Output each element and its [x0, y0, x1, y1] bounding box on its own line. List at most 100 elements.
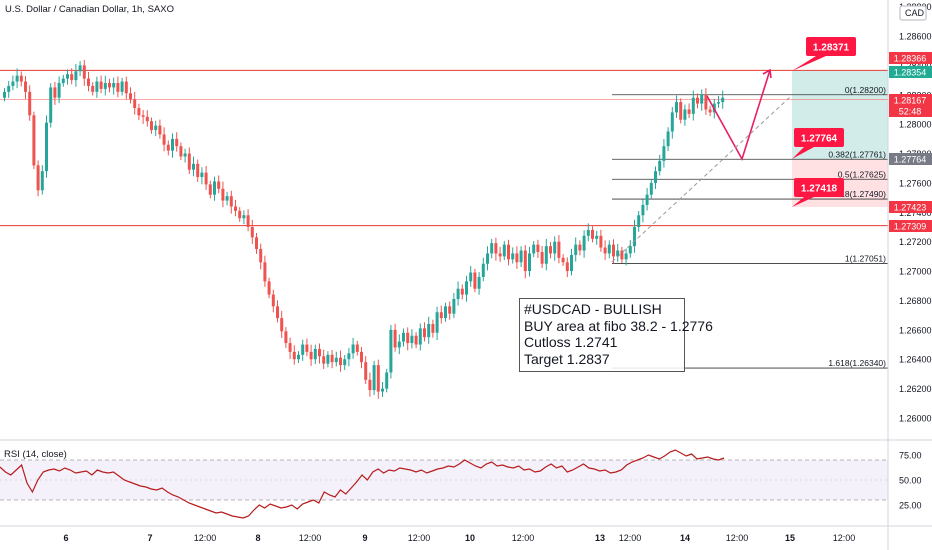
candle-body: [486, 253, 489, 264]
candle-body: [229, 196, 233, 207]
candle-body: [700, 94, 704, 104]
candle-body: [683, 109, 687, 120]
candle-body: [40, 171, 44, 191]
price-badge-box: [889, 52, 932, 64]
candle-body: [574, 244, 578, 255]
candle-body: [66, 74, 69, 79]
candle-body: [607, 244, 611, 254]
candle-body: [595, 235, 599, 239]
candle-body: [544, 246, 548, 264]
candle-body: [112, 83, 116, 88]
candle-body: [313, 348, 317, 360]
candle-body: [78, 65, 82, 72]
candle-body: [162, 134, 166, 145]
candle-body: [200, 172, 204, 178]
candle-body: [444, 306, 447, 319]
candle-body: [217, 181, 221, 189]
candle-body: [276, 306, 279, 319]
annotation-line-2: BUY area at fibo 38.2 - 1.2776: [524, 317, 713, 334]
candle-body: [578, 244, 582, 251]
candle-body: [502, 244, 506, 257]
price-badge-box: [889, 201, 932, 213]
candle-body: [376, 365, 380, 392]
marker-label: 1.28371: [813, 43, 850, 54]
candle-body: [326, 354, 330, 364]
x-tick-label: 12:00: [512, 533, 535, 543]
candle-body: [192, 163, 195, 170]
candle-body: [49, 87, 53, 123]
rsi-band: [0, 460, 888, 500]
marker-box: [794, 178, 844, 197]
price-markers: 1.28371 1.27764 1.27418: [792, 37, 856, 207]
x-tick-label: 13: [595, 533, 605, 543]
candle-body: [473, 272, 477, 289]
rsi-line: [0, 449, 725, 519]
candle-body: [301, 344, 305, 355]
price-badge-label: 1.27764: [894, 155, 927, 165]
candle-body: [654, 171, 657, 183]
candle-body: [24, 81, 27, 92]
candle-body: [452, 298, 456, 314]
candle-body: [410, 335, 414, 344]
candle-body: [255, 237, 258, 250]
candle-body: [670, 112, 674, 132]
fib-level-label: 1(1.27051): [845, 254, 886, 264]
candle-body: [183, 153, 187, 157]
candle-body: [196, 163, 200, 178]
x-tick-label: 12:00: [726, 533, 749, 543]
candle-body: [612, 244, 615, 257]
candle-body: [498, 253, 502, 257]
candle-body: [528, 253, 531, 272]
candle-body: [150, 121, 153, 131]
candle-body: [427, 323, 431, 338]
candle-body: [334, 357, 338, 363]
annotation-line-4: Target 1.2837: [524, 350, 610, 367]
fib-level-label: 0(1.28200): [845, 85, 886, 95]
candle-body: [591, 229, 594, 239]
y-tick-label: 1.28600: [899, 32, 932, 42]
x-tick-label: 12:00: [194, 533, 217, 543]
candle-body: [679, 102, 683, 120]
x-tick-label: 12:00: [833, 533, 856, 543]
candle-body: [87, 78, 90, 86]
price-badge-box: [889, 220, 932, 232]
candle-body: [74, 71, 78, 81]
rsi-tick-label: 50.00: [899, 476, 922, 486]
annotation-line-1: #USDCAD - BULLISH: [524, 301, 662, 317]
price-badge-label: 52:48: [899, 107, 922, 117]
trade-annotation: #USDCAD - BULLISH BUY area at fibo 38.2 …: [519, 298, 713, 372]
y-tick-label: 1.28400: [899, 61, 932, 71]
candle-body: [620, 250, 624, 260]
candle-body: [330, 354, 334, 363]
candle-body: [120, 81, 124, 92]
price-badge-label: 1.27423: [894, 203, 927, 213]
candle-body: [288, 343, 292, 352]
candle-body: [234, 206, 237, 211]
candle-body: [616, 250, 620, 257]
candle-body: [553, 241, 557, 254]
x-tick-label: 10: [465, 533, 475, 543]
candle-body: [238, 210, 242, 219]
candle-body: [691, 97, 695, 114]
candle-body: [57, 83, 61, 98]
x-tick-label: 12:00: [408, 533, 431, 543]
candle-body: [582, 235, 586, 251]
x-tick-label: 12:00: [619, 533, 642, 543]
candle-body: [53, 87, 57, 98]
candle-body: [662, 146, 666, 161]
y-tick-label: 1.27200: [899, 237, 932, 247]
candle-body: [158, 125, 162, 135]
candle-body: [477, 276, 481, 289]
candle-body: [103, 83, 107, 89]
marker-pointer: [792, 147, 814, 159]
price-badge-label: 1.28167: [894, 96, 927, 106]
candle-body: [364, 362, 368, 380]
y-tick-label: 1.26200: [899, 384, 932, 394]
candle-body: [3, 91, 6, 98]
y-tick-label: 1.28000: [899, 120, 932, 130]
candle-body: [175, 138, 179, 147]
candle-body: [519, 250, 523, 263]
candle-body: [717, 102, 720, 104]
candle-body: [297, 354, 300, 360]
